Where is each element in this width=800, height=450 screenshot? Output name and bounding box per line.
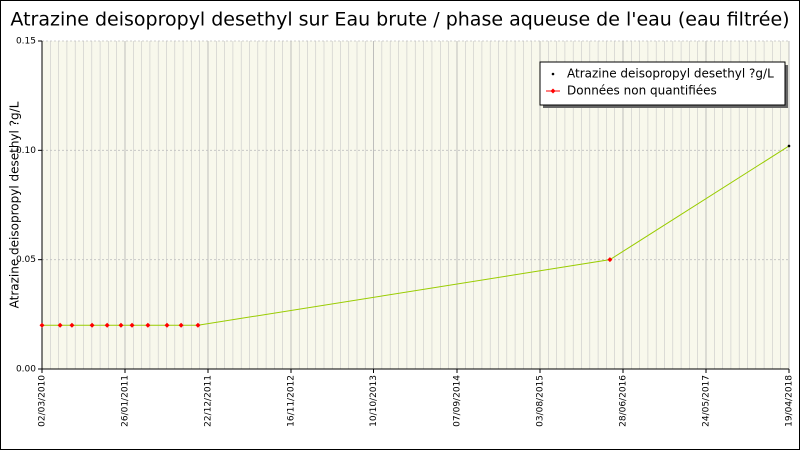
legend-label: Atrazine deisopropyl desethyl ?g/L (567, 67, 774, 81)
y-tick-label: 0.10 (16, 146, 36, 156)
data-point (145, 322, 151, 328)
x-tick-label: 24/05/2017 (702, 375, 712, 427)
y-tick-label: 0.00 (16, 365, 36, 375)
data-point (39, 322, 45, 328)
x-tick-label: 26/01/2011 (121, 375, 131, 427)
y-axis-label: Atrazine deisopropyl desethyl ?g/L (8, 101, 22, 308)
data-point (104, 322, 110, 328)
data-point (69, 322, 75, 328)
legend (539, 61, 786, 106)
data-point (178, 322, 184, 328)
chart-title: Atrazine deisopropyl desethyl sur Eau br… (10, 9, 789, 31)
data-point (787, 144, 791, 148)
data-point (607, 257, 613, 263)
x-tick-label: 07/09/2014 (453, 375, 463, 427)
x-tick-label: 19/04/2018 (785, 375, 795, 427)
x-tick-label: 16/11/2012 (287, 375, 297, 427)
data-point (195, 322, 201, 328)
x-tick-label: 28/06/2016 (619, 375, 629, 427)
y-tick-label: 0.15 (16, 37, 36, 47)
y-tick-label: 0.05 (16, 255, 36, 265)
data-point (57, 322, 63, 328)
legend-marker (550, 88, 556, 94)
data-point (129, 322, 135, 328)
legend-label: Données non quantifiées (567, 84, 717, 98)
data-point (164, 322, 170, 328)
x-tick-label: 02/03/2010 (38, 375, 48, 427)
x-tick-label: 22/12/2011 (204, 375, 214, 427)
x-tick-label: 03/08/2015 (536, 375, 546, 427)
data-point (89, 322, 95, 328)
x-tick-label: 10/10/2013 (369, 375, 379, 427)
legend-marker (551, 72, 555, 76)
data-point (118, 322, 124, 328)
